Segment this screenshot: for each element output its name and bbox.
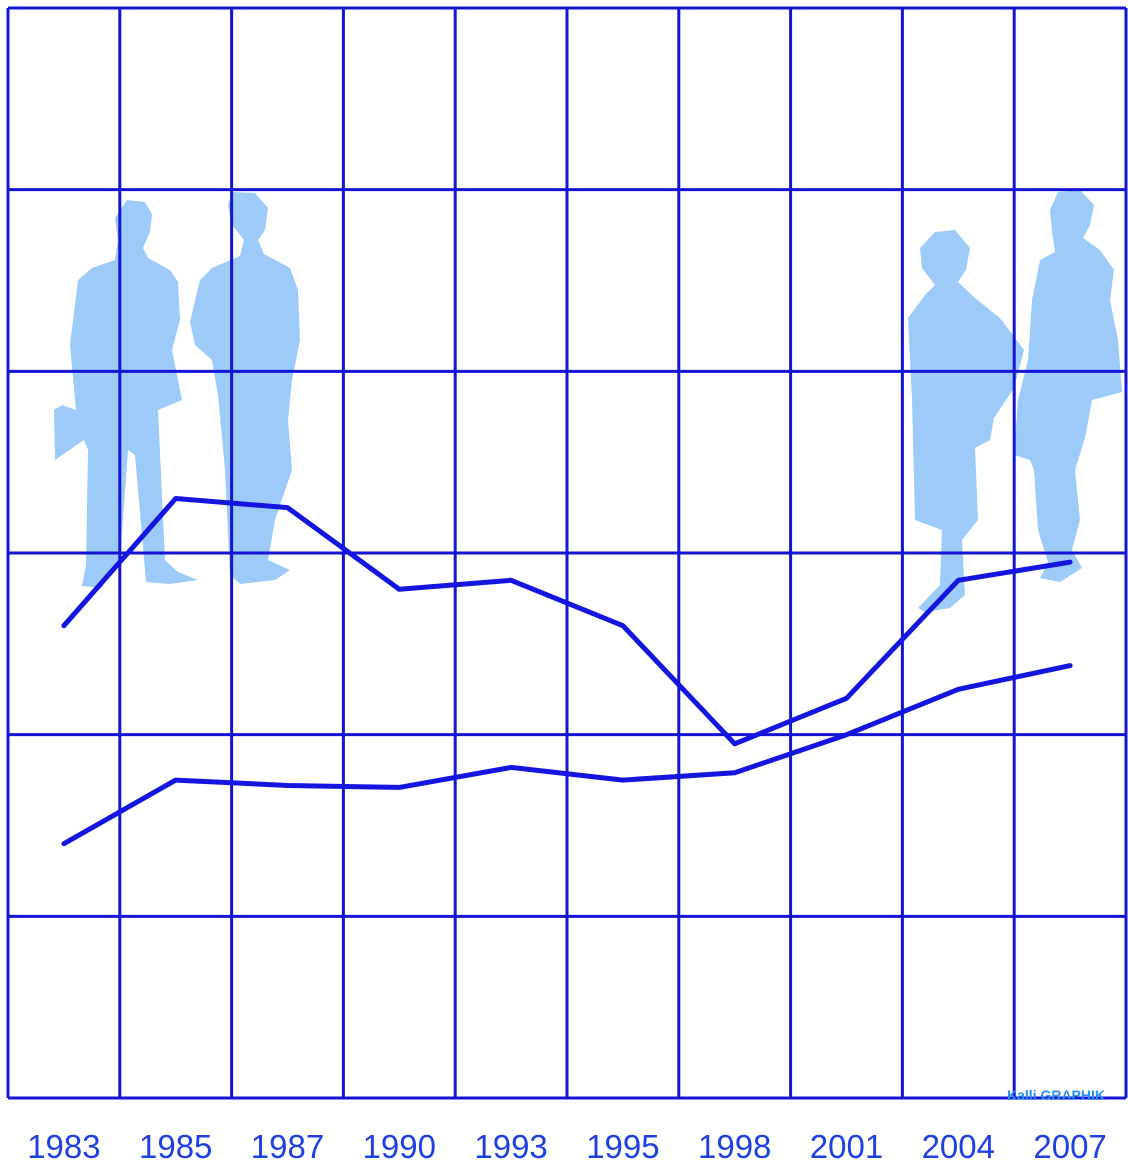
x-axis-tick-labels: 1983 1985 1987 1990 1993 1995 1998 2001 2004 2007 <box>27 1128 1107 1165</box>
silhouette-man-briefcase <box>54 200 198 588</box>
x-tick-label: 2004 <box>922 1128 995 1165</box>
silhouette-woman-handbag <box>1014 190 1122 582</box>
grid <box>8 8 1126 1098</box>
x-tick-label: 1987 <box>251 1128 324 1165</box>
x-tick-label: 1990 <box>363 1128 436 1165</box>
silhouette-woman <box>908 230 1024 612</box>
x-tick-label: 1985 <box>139 1128 212 1165</box>
silhouette-man <box>190 192 300 584</box>
x-tick-label: 1995 <box>586 1128 659 1165</box>
x-tick-label: 2001 <box>810 1128 883 1165</box>
x-tick-label: 1998 <box>698 1128 771 1165</box>
x-tick-label: 1993 <box>474 1128 547 1165</box>
x-tick-label: 2007 <box>1033 1128 1106 1165</box>
credit-label: Kalli GRAPHIK <box>1007 1087 1105 1103</box>
people-silhouettes <box>54 190 1122 612</box>
x-tick-label: 1983 <box>27 1128 100 1165</box>
